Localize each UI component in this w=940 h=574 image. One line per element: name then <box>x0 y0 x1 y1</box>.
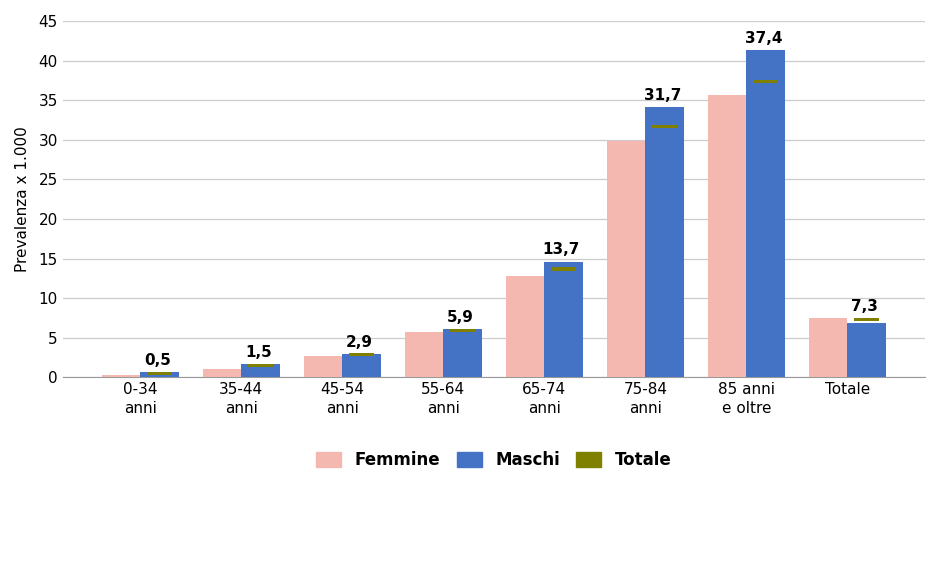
Bar <box>551 267 576 270</box>
Bar <box>607 141 646 377</box>
Bar <box>342 354 381 377</box>
Text: 31,7: 31,7 <box>644 88 682 103</box>
Bar <box>847 323 885 377</box>
Text: 2,9: 2,9 <box>346 335 373 350</box>
Bar <box>248 364 273 367</box>
Bar <box>405 332 444 377</box>
Legend: Femmine, Maschi, Totale: Femmine, Maschi, Totale <box>309 445 678 476</box>
Bar <box>708 95 746 377</box>
Bar <box>506 276 544 377</box>
Bar <box>349 352 374 356</box>
Bar <box>147 372 172 375</box>
Bar <box>102 375 140 377</box>
Bar <box>809 318 847 377</box>
Bar <box>753 80 778 83</box>
Bar <box>854 318 879 321</box>
Bar <box>450 329 475 332</box>
Text: 37,4: 37,4 <box>744 31 782 46</box>
Bar <box>140 372 179 377</box>
Text: 7,3: 7,3 <box>851 298 878 313</box>
Bar <box>444 329 481 377</box>
Bar <box>242 364 279 377</box>
Bar <box>544 262 583 377</box>
Bar <box>203 369 242 377</box>
Y-axis label: Prevalenza x 1.000: Prevalenza x 1.000 <box>15 126 30 272</box>
Text: 13,7: 13,7 <box>542 242 580 257</box>
Text: 5,9: 5,9 <box>447 310 474 325</box>
Bar <box>746 51 785 377</box>
Bar <box>304 356 342 377</box>
Text: 0,5: 0,5 <box>144 353 171 368</box>
Bar <box>646 107 683 377</box>
Text: 1,5: 1,5 <box>245 344 272 359</box>
Bar <box>652 125 677 128</box>
